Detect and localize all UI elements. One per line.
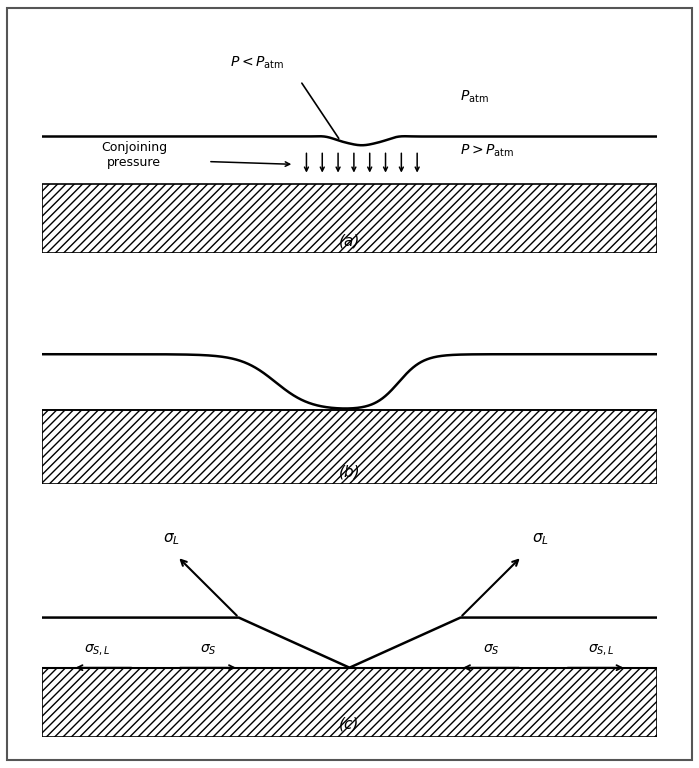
- Text: $P > P_{\rm atm}$: $P > P_{\rm atm}$: [460, 143, 514, 159]
- Text: $P < P_{\rm atm}$: $P < P_{\rm atm}$: [230, 55, 284, 71]
- Bar: [42, 410, 657, 484]
- Text: $\sigma_S$: $\sigma_S$: [482, 642, 499, 657]
- Bar: [42, 667, 657, 737]
- Text: $\sigma_S$: $\sigma_S$: [200, 642, 217, 657]
- Text: (c): (c): [339, 717, 360, 732]
- Bar: [42, 184, 657, 253]
- Text: $\sigma_{S,L}$: $\sigma_{S,L}$: [84, 643, 110, 657]
- Text: Conjoining
pressure: Conjoining pressure: [101, 141, 167, 169]
- Text: (a): (a): [339, 233, 360, 248]
- Text: $\sigma_{S,L}$: $\sigma_{S,L}$: [589, 643, 615, 657]
- Text: $\sigma_L$: $\sigma_L$: [532, 531, 549, 547]
- Text: $\sigma_L$: $\sigma_L$: [163, 531, 180, 547]
- Text: $P_{\rm atm}$: $P_{\rm atm}$: [460, 88, 489, 104]
- Text: (b): (b): [339, 465, 360, 480]
